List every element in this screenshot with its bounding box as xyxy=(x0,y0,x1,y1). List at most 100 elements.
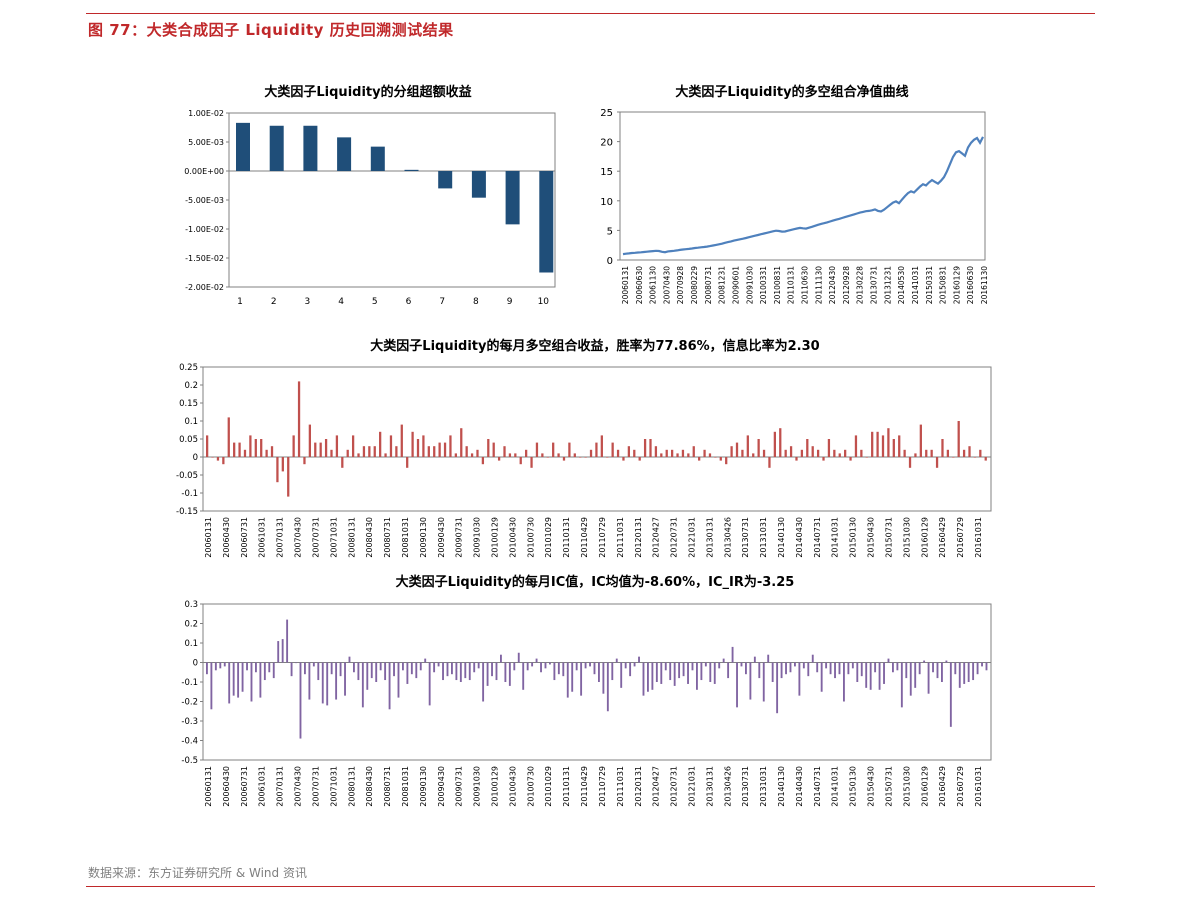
chart3-bar xyxy=(849,457,852,461)
chart2-xtick-label: 20110131 xyxy=(787,266,796,304)
chart2-ytick-label: 20 xyxy=(600,138,613,149)
chart3-bar xyxy=(497,457,501,461)
chart3-bar xyxy=(638,457,641,461)
chart2-xtick-label: 20060630 xyxy=(635,266,644,304)
chart3-bar xyxy=(973,457,977,458)
chart3-bar xyxy=(984,457,987,461)
chart2-ytick-label: 5 xyxy=(607,226,613,237)
chart4-bar xyxy=(629,662,632,677)
chart3-bar xyxy=(395,446,398,457)
chart2-xtick-label: 20141031 xyxy=(911,266,920,304)
chart3-bar xyxy=(919,424,922,457)
chart4-bar xyxy=(749,662,752,700)
chart4-ytick-label: 0.2 xyxy=(184,620,198,630)
chart4-xtick-label: 20090430 xyxy=(437,766,446,807)
chart3-bar xyxy=(784,449,787,457)
chart3-xtick-label: 20101029 xyxy=(544,517,553,558)
chart3-bar xyxy=(357,453,360,457)
chart3-bar xyxy=(865,457,868,458)
chart2-xtick-label: 20160630 xyxy=(966,266,975,304)
chart4-bar xyxy=(932,662,934,673)
chart4-bar xyxy=(366,662,369,690)
chart4-bar xyxy=(535,658,538,663)
chart3-bar xyxy=(735,442,739,457)
chart4-bar xyxy=(878,662,881,690)
chart4-bar xyxy=(419,662,422,671)
chart4-bar xyxy=(549,662,551,665)
chart4-xtick-label: 20070131 xyxy=(276,766,285,807)
chart1-xtick-label: 9 xyxy=(507,297,513,307)
chart4-bar xyxy=(887,658,890,663)
chart4-ytick-label: 0.3 xyxy=(184,600,198,610)
chart4-bar xyxy=(958,662,961,688)
chart3-bar xyxy=(324,439,328,457)
chart4-bar xyxy=(206,662,208,675)
chart1-bar xyxy=(471,171,486,198)
chart3-xtick-label: 20140430 xyxy=(795,517,804,558)
chart4-xtick-label: 20071031 xyxy=(329,766,338,807)
chart4-xtick-label: 20060131 xyxy=(204,766,213,807)
chart3-bar xyxy=(514,453,517,457)
chart1-bar xyxy=(370,146,385,171)
chart3-bar xyxy=(941,439,944,457)
chart2-ytick-label: 25 xyxy=(600,108,613,119)
chart3-xtick-label: 20070430 xyxy=(294,517,303,558)
chart3-bar xyxy=(752,453,755,457)
chart4-xtick-label: 20080131 xyxy=(347,766,356,807)
chart3-title: 大类因子Liquidity的每月多空组合收益，胜率为77.86%，信息比率为2.… xyxy=(370,339,820,354)
chart3-xtick-label: 20140731 xyxy=(813,517,822,558)
chart4-bar xyxy=(477,662,480,669)
chart4-xtick-label: 20070731 xyxy=(311,766,320,807)
chart4-bar xyxy=(223,662,226,667)
chart3-bar xyxy=(422,435,425,457)
chart2-xtick-label: 20070430 xyxy=(662,266,671,304)
chart4-xtick-label: 20100129 xyxy=(491,766,500,807)
chart4-ytick-label: 0 xyxy=(193,659,198,669)
chart4-bar xyxy=(299,662,302,739)
chart3-bar xyxy=(243,449,247,457)
chart3-xtick-label: 20091030 xyxy=(473,517,482,558)
chart3-bar xyxy=(633,449,636,457)
chart4-bar xyxy=(562,662,565,677)
chart1-ytick-label: 1.00E-02 xyxy=(188,109,224,118)
chart2-plot-frame xyxy=(619,111,986,261)
chart4-xtick-label: 20110429 xyxy=(580,766,589,807)
chart3-xtick-label: 20130131 xyxy=(705,517,714,558)
chart3-bar xyxy=(406,457,409,468)
chart3-bar xyxy=(822,457,825,461)
chart4-bar xyxy=(575,662,578,671)
chart3-ytick-label: 0.25 xyxy=(179,363,198,373)
chart1-ytick-label: 0.00E+00 xyxy=(184,167,224,176)
chart3-bar xyxy=(600,435,603,457)
chart4-xtick-label: 20141031 xyxy=(831,766,840,807)
chart4-bar xyxy=(758,662,761,679)
chart3-xtick-label: 20160429 xyxy=(938,517,947,558)
chart3-xtick-label: 20070731 xyxy=(311,517,320,558)
chart4-bar xyxy=(736,662,738,708)
chart4-bar xyxy=(713,662,716,684)
chart3-xtick-label: 20060731 xyxy=(240,517,249,558)
chart3-xtick-label: 20150430 xyxy=(867,517,876,558)
chart3-xtick-label: 20100730 xyxy=(526,517,535,558)
chart4-xtick-label: 20100430 xyxy=(508,766,517,807)
chart2-xtick-label: 20160129 xyxy=(952,266,961,304)
chart4-bar xyxy=(691,662,694,671)
chart4-bar xyxy=(584,662,587,669)
chart4-xtick-label: 20120427 xyxy=(652,766,661,807)
chart2-xtick-label: 20150831 xyxy=(939,266,948,304)
chart3-bar xyxy=(503,446,506,457)
chart4-bar xyxy=(580,662,583,696)
chart4-xtick-label: 20100730 xyxy=(526,766,535,807)
chart1-xtick-label: 8 xyxy=(473,297,479,307)
chart3-xtick-label: 20071031 xyxy=(329,517,338,558)
chart4-bar xyxy=(745,662,747,675)
chart4-bar xyxy=(620,662,623,688)
chart4-bar xyxy=(589,662,591,667)
chart4-bar xyxy=(526,662,529,671)
chart3-bar xyxy=(660,453,663,457)
chart3-ytick-label: 0.1 xyxy=(184,417,198,427)
chart4-bar xyxy=(602,662,605,694)
chart3-ytick-label: -0.15 xyxy=(176,507,198,517)
chart3-bar xyxy=(368,446,371,457)
chart3-bar xyxy=(746,435,749,457)
